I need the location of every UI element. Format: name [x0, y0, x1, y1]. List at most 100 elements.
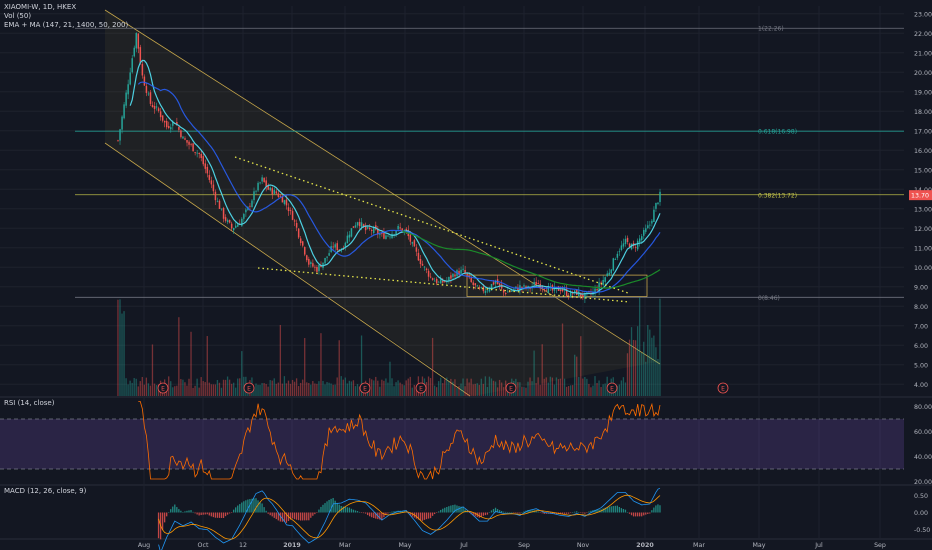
macd-histogram-bar [517, 512, 519, 514]
macd-histogram-bar [192, 511, 194, 513]
price-tick-label: 16.00 [914, 148, 932, 155]
candle-body [218, 200, 221, 209]
candle-body [180, 130, 182, 138]
macd-histogram-bar [612, 506, 614, 513]
macd-histogram-bar [237, 505, 239, 513]
volume-bar [387, 382, 389, 396]
volume-bar [230, 383, 233, 396]
volume-bar [338, 340, 340, 396]
macd-histogram-bar [653, 507, 655, 513]
candle-body [626, 237, 629, 243]
macd-histogram-bar [478, 512, 480, 518]
volume-bar [267, 386, 269, 396]
macd-histogram-bar [429, 512, 432, 519]
volume-bar [651, 337, 653, 396]
volume-bar [409, 376, 411, 396]
volume-bar [559, 378, 562, 396]
candle-body [123, 104, 125, 119]
time-tick-label: May [752, 542, 765, 549]
volume-bar [567, 386, 570, 396]
volume-bar [263, 383, 265, 396]
macd-histogram-bar [265, 510, 267, 513]
earnings-marker-label: E [509, 385, 513, 392]
macd-histogram-bar [356, 511, 359, 513]
time-axis[interactable]: Aug Oct 12 2019 Mar May Jul Sep Nov 2020 Mar May Jul… [138, 542, 886, 549]
candle-body [500, 284, 503, 289]
candle-body [314, 266, 316, 268]
candle-body [421, 263, 424, 266]
earnings-marker [359, 382, 371, 394]
volume-bar [460, 383, 462, 396]
volume-bar [147, 383, 150, 396]
volume-bar [628, 339, 631, 396]
macd-histogram-bar [423, 512, 426, 520]
macd-histogram-bar [415, 512, 418, 519]
macd-histogram-bar [582, 512, 584, 514]
price-axis[interactable]: 23.00 22.00 21.00 20.00 19.00 18.00 17.00 16.00… [909, 11, 932, 389]
macd-histogram-bar [210, 512, 212, 517]
candle-body [249, 205, 251, 207]
volume-bar [622, 377, 625, 396]
candle-body [129, 72, 131, 85]
volume-bar [308, 382, 310, 396]
candle-body [297, 228, 300, 238]
volume-bar [228, 379, 231, 396]
rsi-panel: 80.00 60.00 40.00 20.00 [0, 401, 932, 486]
volume-bar [287, 380, 290, 396]
macd-histogram-bar [545, 512, 547, 514]
volume-bar [385, 378, 387, 396]
candle-body [442, 280, 444, 283]
macd-histogram-bar [188, 510, 190, 513]
volume-bar [655, 347, 657, 396]
candle-body [395, 230, 397, 235]
macd-line [158, 487, 661, 550]
volume-bar [139, 381, 141, 396]
volume-bar [218, 382, 221, 396]
candle-body [411, 242, 414, 244]
volume-bar [176, 385, 178, 396]
volume-bar [127, 384, 129, 396]
volume-bar [596, 383, 598, 396]
macd-histogram-bar [515, 512, 517, 513]
macd-histogram-bar [425, 512, 428, 520]
candle-body [427, 270, 430, 277]
macd-histogram-bar [602, 508, 604, 513]
candle-body [293, 220, 296, 222]
macd-histogram-bar [503, 511, 505, 513]
earnings-marker-label: E [419, 385, 423, 392]
macd-histogram-bar [647, 512, 649, 515]
earnings-marker-label: E [363, 385, 367, 392]
macd-histogram-bar [523, 511, 525, 513]
candle-body [366, 227, 369, 229]
candle-body [204, 163, 207, 169]
macd-histogram-bar [492, 508, 495, 513]
volume-bar [358, 386, 361, 396]
macd-histogram-bar [452, 505, 454, 513]
volume-bar [332, 384, 334, 396]
macd-histogram-bar [626, 511, 629, 513]
macd-histogram-bar [314, 512, 316, 515]
candle-body [316, 267, 318, 272]
macd-histogram-bar [366, 512, 369, 516]
macd-histogram-bar [482, 512, 484, 516]
volume-bar [517, 382, 519, 396]
channel-lower-line [104, 142, 471, 397]
candle-body [147, 93, 150, 95]
macd-histogram-bar [214, 512, 217, 518]
macd-histogram-bar [500, 510, 503, 513]
earnings-marker [717, 382, 729, 394]
volume-bar [200, 377, 202, 396]
macd-histogram-bar [531, 510, 533, 513]
candle-body [624, 238, 627, 245]
volume-bar [594, 376, 596, 396]
macd-histogram-bar [348, 507, 351, 513]
candle-body [332, 246, 334, 248]
macd-histogram-bar [578, 512, 580, 513]
candle-body [381, 233, 383, 235]
macd-histogram-bar [226, 512, 229, 515]
macd-histogram-bar [304, 512, 306, 521]
candle-body [537, 283, 539, 285]
candle-body [206, 166, 209, 174]
volume-bar [490, 378, 493, 396]
